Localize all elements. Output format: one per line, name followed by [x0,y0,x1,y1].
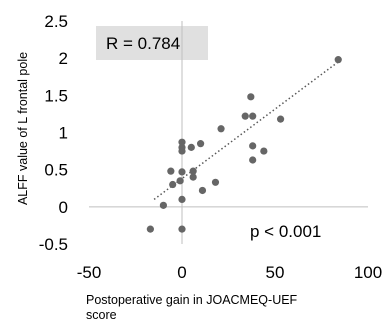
data-point [249,142,257,150]
data-point [176,177,184,185]
y-tick-label: 0.5 [44,161,68,180]
data-point [159,201,167,209]
x-tick-label: 0 [177,263,186,282]
x-axis-title-line-2: score [86,308,117,322]
data-point [187,143,195,151]
r-value-box [96,26,208,60]
data-point [217,125,225,133]
x-axis-title-line-1: Postoperative gain in JOACMEQ-UEF [86,293,298,307]
data-point [167,167,175,175]
data-point [178,138,186,146]
data-point [247,93,255,101]
data-point [249,112,257,120]
data-points [146,56,342,233]
y-tick-label: 1 [59,124,68,143]
axes-layer [89,21,368,244]
x-tick-label: -50 [77,263,102,282]
y-axis-title: ALFF value of L frontal pole [16,52,30,205]
data-point [276,115,285,123]
y-tick-label: -0.5 [39,235,68,254]
y-tick-label: 2 [59,49,68,68]
p-value-label: p < 0.001 [250,222,321,241]
y-tick-label: 1.5 [44,86,68,105]
data-point [178,195,186,203]
data-point [178,143,186,151]
data-point [197,140,205,148]
x-tick-label: 50 [266,263,285,282]
data-point [334,56,342,64]
x-tick-label: 100 [354,263,382,282]
data-point [178,225,186,233]
axis-titles: ALFF value of L frontal pole Postoperati… [16,52,298,322]
y-tick-labels: -0.5 0 0.5 1 1.5 2 2.5 [39,12,68,254]
y-tick-label: 0 [59,198,68,217]
data-point [178,168,186,176]
data-point [241,112,249,120]
data-point [169,180,177,189]
data-point [260,147,268,155]
data-point [189,173,197,181]
r-value-label: R = 0.784 [106,34,180,53]
y-tick-label: 2.5 [44,12,68,31]
x-tick-labels: -50 0 50 100 [77,263,382,282]
data-point [211,178,220,186]
data-point [249,156,257,164]
data-point [189,167,197,175]
data-point [198,186,207,195]
data-point [146,225,154,233]
annotation-layer: R = 0.784 p < 0.001 [96,26,321,241]
